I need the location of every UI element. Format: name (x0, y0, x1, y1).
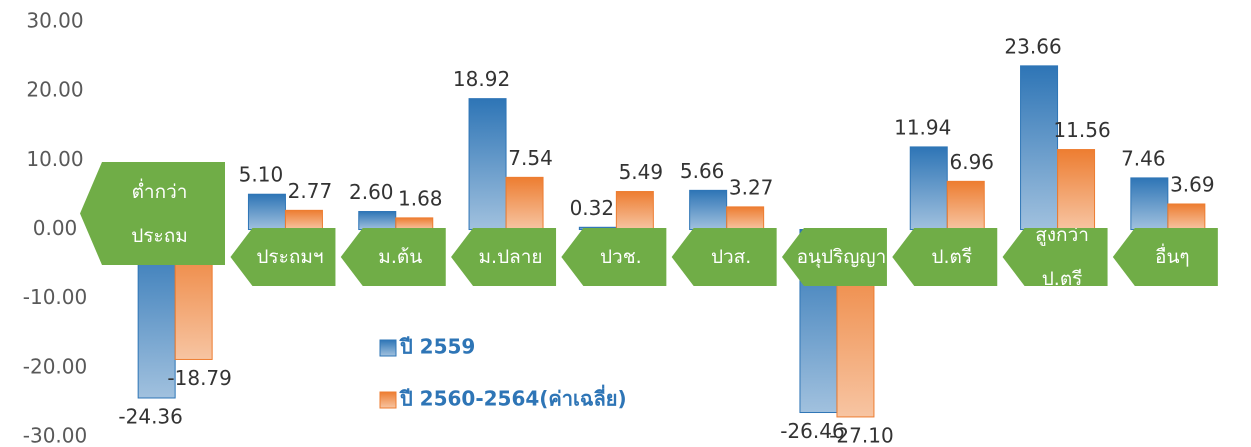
category-label-shape (781, 228, 887, 286)
value-label: 7.54 (508, 146, 553, 170)
value-label: 11.56 (1053, 118, 1110, 142)
value-label: -18.79 (167, 366, 231, 390)
value-label: -27.10 (829, 423, 893, 447)
legend-label: ปี 2560-2564(ค่าเฉลี่ย) (399, 384, 627, 411)
category-label-shape (671, 228, 777, 286)
category-label-shape (451, 228, 557, 286)
value-label: 5.10 (239, 163, 284, 187)
category-label-shape (892, 228, 998, 286)
x-tick-label: อื่นๆ (1155, 246, 1190, 268)
legend-marker (379, 391, 397, 409)
x-tick-label: ต่ำกว่า ประถม (131, 180, 188, 247)
category-label-shape (340, 228, 446, 286)
bar (247, 193, 286, 231)
bar (1130, 177, 1169, 231)
x-tick-label: ป.ตรี (931, 246, 973, 268)
category-label-box: ม.ต้น (378, 246, 423, 268)
category-label-box: ต่ำกว่า ประถม (131, 180, 188, 247)
legend-marker (379, 339, 397, 357)
category-label-box: สูงกว่าป.ตรี (1035, 228, 1089, 286)
category-label-shape (1002, 228, 1108, 286)
category-label-shape (561, 228, 667, 286)
value-label: 6.96 (949, 150, 994, 174)
category-label-shape (80, 162, 225, 265)
y-tick-label: 10.00 (26, 147, 83, 171)
value-label: 1.68 (398, 186, 443, 210)
value-label: -26.46 (780, 419, 844, 443)
bar (1020, 65, 1059, 230)
x-tick-label: ประถมฯ (256, 246, 324, 268)
value-label: 3.27 (729, 175, 774, 199)
value-label: 2.60 (349, 180, 394, 204)
value-label: -24.36 (118, 404, 182, 428)
legend-label: ปี 2559 (399, 335, 476, 359)
x-tick-label: ม.ต้น (378, 246, 423, 268)
bar (1057, 149, 1096, 230)
value-label: 7.46 (1121, 146, 1166, 170)
category-label-box: อนุปริญญา (796, 246, 887, 268)
value-label: 18.92 (453, 67, 510, 91)
x-tick-label: ปวส. (710, 246, 752, 268)
bar (468, 98, 507, 230)
value-label: 2.77 (288, 179, 333, 203)
y-tick-label: 30.00 (26, 9, 83, 33)
bar (726, 206, 765, 231)
y-tick-label: 0.00 (33, 216, 78, 240)
category-label-shape (230, 228, 336, 286)
category-label-box: ปวส. (710, 246, 752, 268)
x-tick-label: ม.ปลาย (478, 246, 543, 268)
x-tick-label: อนุปริญญา (796, 246, 887, 268)
category-label-box: ปวช. (600, 246, 642, 268)
category-label-box: ป.ตรี (931, 246, 973, 268)
y-tick-label: -10.00 (23, 285, 87, 309)
value-label: 5.49 (619, 160, 664, 184)
category-label-box: ประถมฯ (256, 246, 324, 268)
value-label: 0.32 (570, 196, 615, 220)
y-tick-label: 20.00 (26, 78, 83, 102)
value-label: 11.94 (894, 115, 951, 139)
value-label: 5.66 (680, 159, 725, 183)
category-label-box: อื่นๆ (1155, 246, 1190, 268)
bar (284, 209, 323, 231)
y-tick-label: -20.00 (23, 354, 87, 378)
category-label-box: ม.ปลาย (478, 246, 543, 268)
bar (505, 176, 544, 230)
bar (1167, 203, 1206, 230)
value-label: 23.66 (1004, 34, 1061, 58)
category-label-shape (1112, 228, 1218, 286)
bar (689, 189, 728, 231)
x-tick-label: ปวช. (600, 246, 642, 268)
bar (909, 146, 948, 230)
value-label: 3.69 (1170, 172, 1215, 196)
bar (615, 191, 654, 230)
bar (946, 180, 985, 230)
y-tick-label: -30.00 (23, 424, 87, 447)
x-tick-label: สูงกว่าป.ตรี (1035, 228, 1089, 286)
bar (358, 211, 397, 230)
